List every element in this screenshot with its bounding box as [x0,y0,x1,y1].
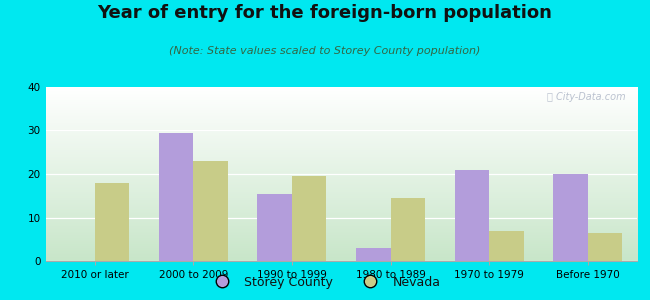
Legend: Storey County, Nevada: Storey County, Nevada [204,271,446,294]
Bar [391,198,425,261]
Bar [95,183,129,261]
Bar [588,233,622,261]
Text: ⓘ City-Data.com: ⓘ City-Data.com [547,92,625,102]
Text: (Note: State values scaled to Storey County population): (Note: State values scaled to Storey Cou… [169,46,481,56]
Bar [159,133,194,261]
Bar [257,194,292,261]
Bar [489,230,524,261]
Bar [553,174,588,261]
Bar [454,169,489,261]
Text: Year of entry for the foreign-born population: Year of entry for the foreign-born popul… [98,4,552,22]
Bar [194,161,228,261]
Bar [356,248,391,261]
Bar [292,176,326,261]
